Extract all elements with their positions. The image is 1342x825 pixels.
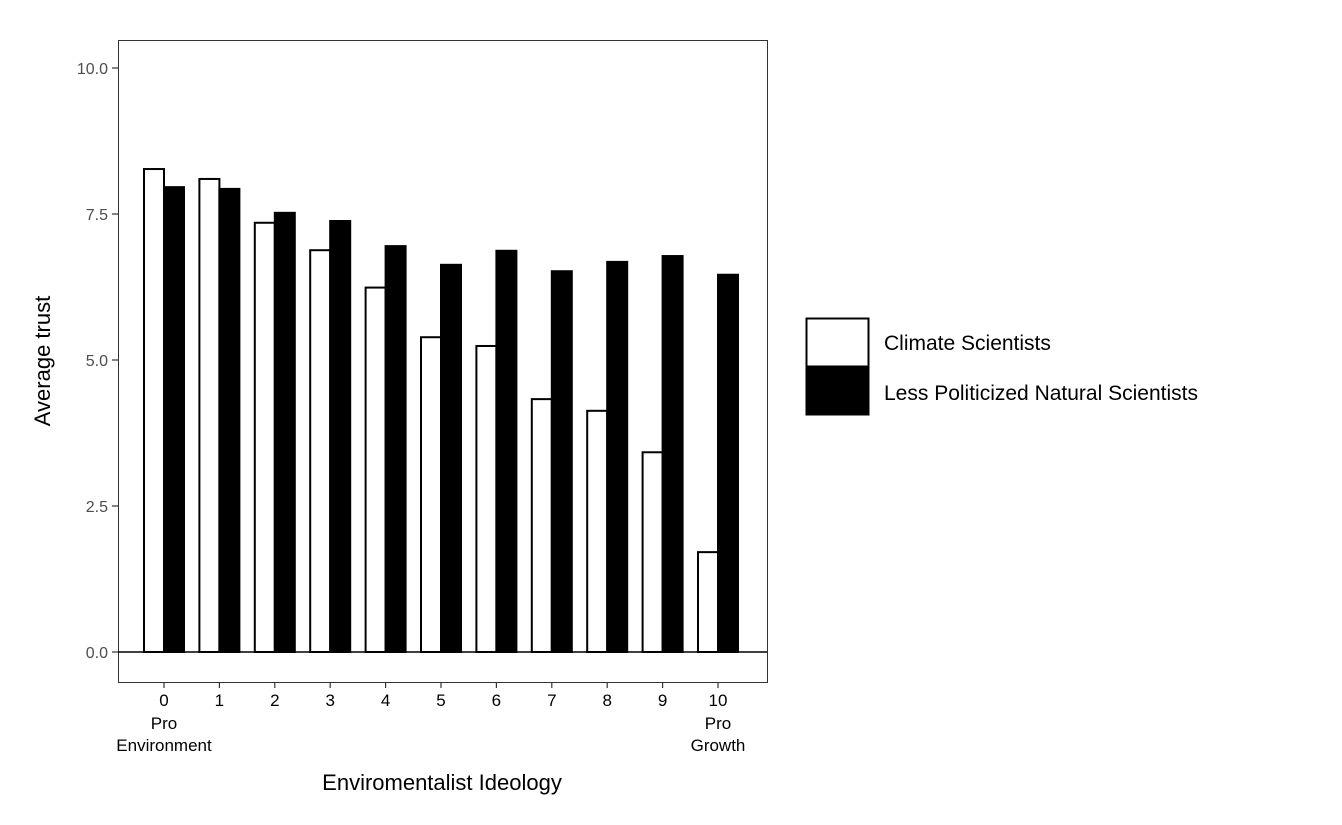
x-tick-sublabel: Growth bbox=[691, 736, 746, 755]
x-tick-label: 10 bbox=[709, 691, 728, 710]
bar-less-politicized-8 bbox=[606, 260, 629, 653]
y-tick-label: 2.5 bbox=[86, 499, 108, 516]
bar-climate-scientists-2 bbox=[253, 221, 276, 653]
legend: Climate Scientists Less Politicized Natu… bbox=[805, 317, 1198, 416]
legend-label-climate-scientists: Climate Scientists bbox=[884, 332, 1051, 355]
bar-climate-scientists-4 bbox=[364, 286, 387, 653]
bar-climate-scientists-3 bbox=[309, 249, 332, 653]
x-tick-label: 3 bbox=[325, 691, 334, 710]
y-tick-label: 0.0 bbox=[86, 645, 108, 662]
bar-less-politicized-9 bbox=[661, 255, 684, 653]
bar-less-politicized-6 bbox=[495, 249, 518, 654]
legend-swatch-climate-scientists bbox=[805, 317, 870, 368]
x-tick-label: 6 bbox=[492, 691, 501, 710]
x-tick-label: 8 bbox=[602, 691, 611, 710]
bar-less-politicized-0 bbox=[163, 186, 185, 654]
x-tick-sublabel: Pro bbox=[151, 714, 177, 733]
x-tick-label: 5 bbox=[436, 691, 445, 710]
bar-less-politicized-2 bbox=[273, 211, 296, 653]
bar-less-politicized-7 bbox=[550, 270, 573, 653]
x-tick-label: 4 bbox=[381, 691, 390, 710]
x-axis-label: Enviromentalist Ideology bbox=[322, 770, 562, 795]
x-tick-label: 7 bbox=[547, 691, 556, 710]
bar-climate-scientists-1 bbox=[198, 177, 221, 654]
legend-label-less-politicized: Less Politicized Natural Scientists bbox=[884, 382, 1198, 405]
x-tick-sublabel: Pro bbox=[705, 714, 731, 733]
bar-climate-scientists-9 bbox=[641, 451, 664, 653]
legend-swatch-less-politicized bbox=[805, 365, 870, 416]
bar-climate-scientists-10 bbox=[697, 551, 719, 653]
x-tick-label: 9 bbox=[658, 691, 667, 710]
bar-less-politicized-5 bbox=[440, 263, 462, 653]
bar-less-politicized-1 bbox=[218, 187, 241, 653]
y-tick-label: 10.0 bbox=[77, 61, 108, 78]
bar-less-politicized-10 bbox=[717, 273, 739, 653]
bar-climate-scientists-7 bbox=[530, 398, 553, 653]
bar-climate-scientists-8 bbox=[586, 409, 609, 654]
bar-less-politicized-4 bbox=[384, 245, 407, 653]
bar-less-politicized-3 bbox=[329, 220, 352, 653]
x-tick-label: 1 bbox=[215, 691, 224, 710]
y-tick-label: 5.0 bbox=[86, 353, 108, 370]
bar-climate-scientists-0 bbox=[143, 168, 165, 653]
x-tick-label: 0 bbox=[159, 691, 168, 710]
x-tick-sublabel: Environment bbox=[116, 736, 212, 755]
y-tick-label: 7.5 bbox=[86, 207, 108, 224]
bar-climate-scientists-5 bbox=[420, 336, 442, 653]
bar-climate-scientists-6 bbox=[475, 344, 498, 653]
x-tick-label: 2 bbox=[270, 691, 279, 710]
y-axis-label: Average trust bbox=[30, 296, 55, 426]
